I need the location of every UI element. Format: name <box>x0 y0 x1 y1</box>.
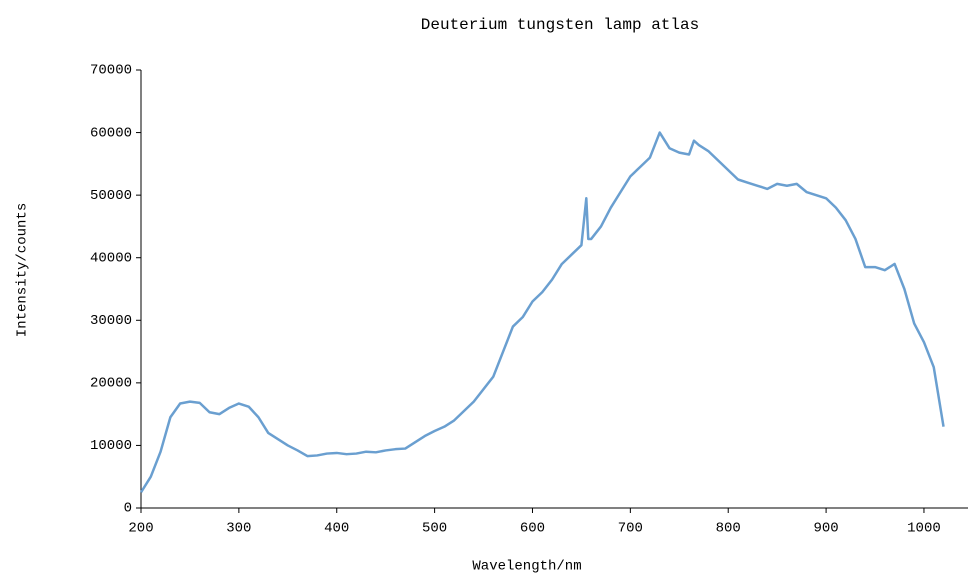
x-tick-label: 500 <box>422 521 447 537</box>
y-tick-label: 30000 <box>90 313 132 329</box>
y-tick-label: 60000 <box>90 125 132 141</box>
y-tick-label: 10000 <box>90 438 132 454</box>
x-tick-label: 400 <box>324 521 349 537</box>
y-tick-label: 40000 <box>90 250 132 266</box>
y-tick-label: 70000 <box>90 63 132 79</box>
x-tick-label: 600 <box>520 521 545 537</box>
x-tick-label: 1000 <box>907 521 941 537</box>
x-tick-label: 900 <box>813 521 838 537</box>
chart-title: Deuterium tungsten lamp atlas <box>421 16 699 34</box>
x-tick-label: 300 <box>226 521 251 537</box>
y-axis-label: Intensity/counts <box>15 203 31 337</box>
x-tick-label: 700 <box>618 521 643 537</box>
x-axis-label: Wavelength/nm <box>472 559 581 575</box>
y-tick-label: 50000 <box>90 188 132 204</box>
x-tick-label: 800 <box>716 521 741 537</box>
y-tick-label: 20000 <box>90 376 132 392</box>
y-tick-label: 0 <box>124 501 132 517</box>
x-tick-label: 200 <box>128 521 153 537</box>
data-line <box>139 131 945 494</box>
